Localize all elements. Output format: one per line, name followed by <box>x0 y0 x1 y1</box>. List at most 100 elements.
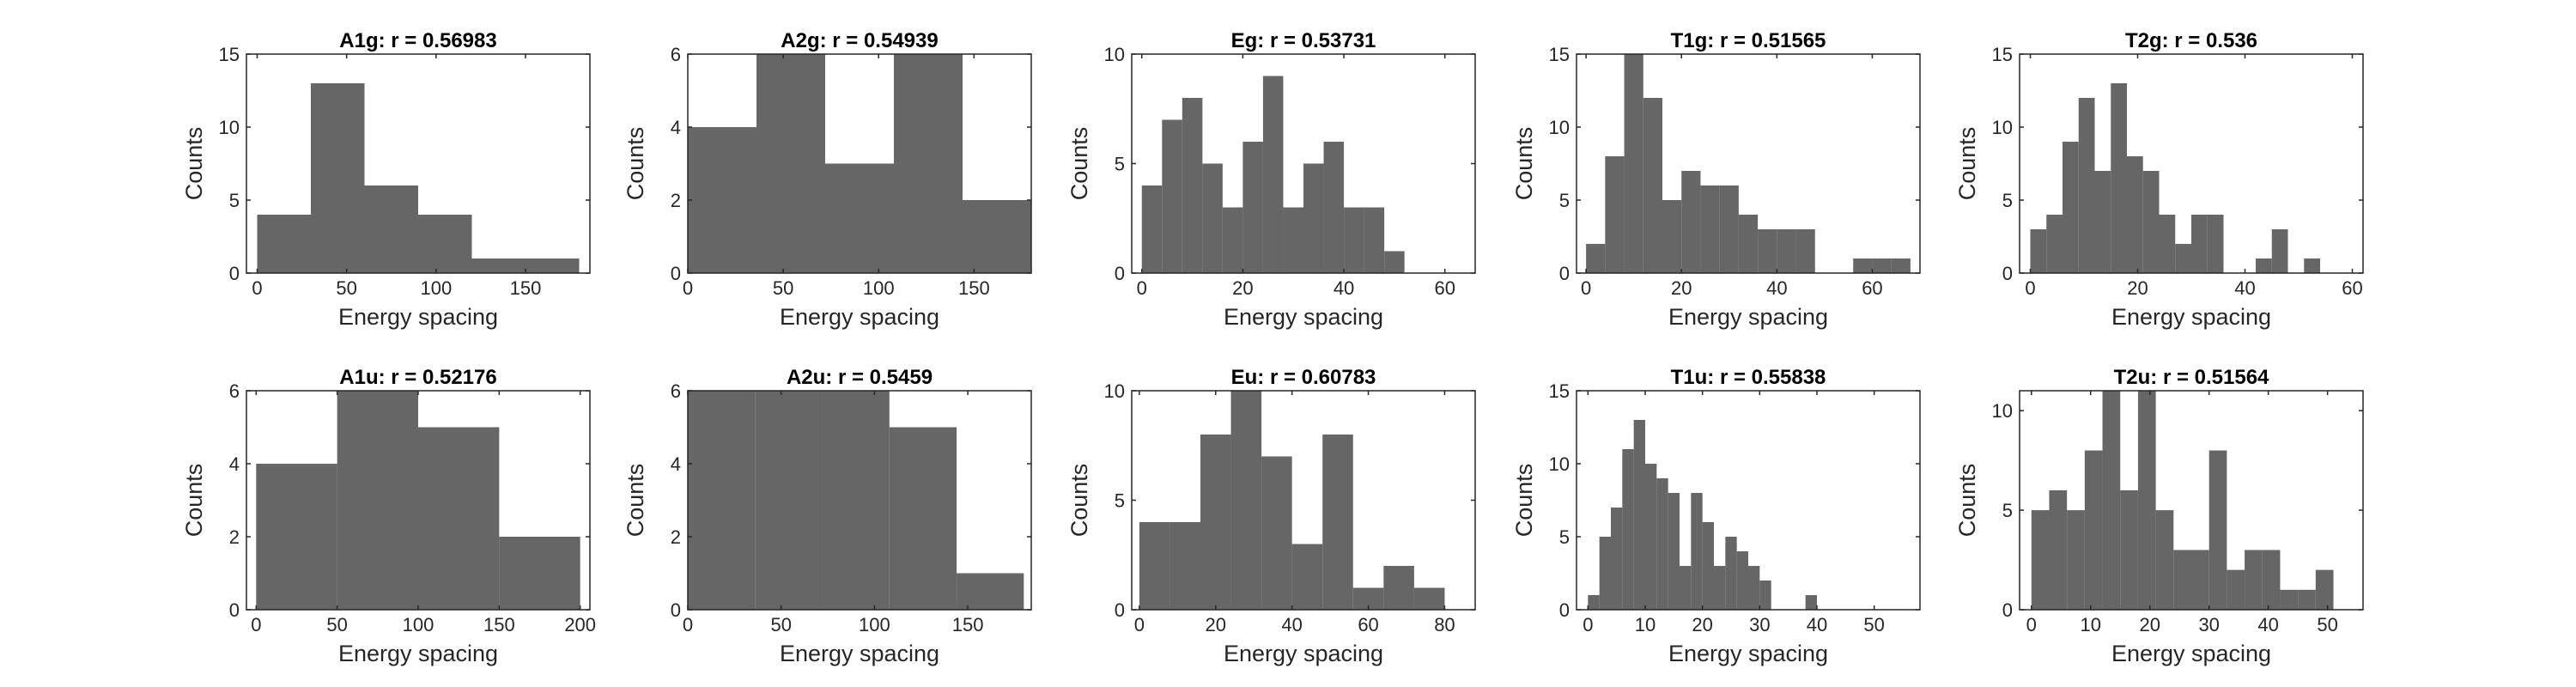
chart-6-xtick-label: 50 <box>326 614 347 635</box>
chart-10-xtick-label: 50 <box>2317 614 2337 635</box>
chart-5-ytick-label: 0 <box>2002 263 2013 284</box>
chart-9-bar-12 <box>1714 566 1726 610</box>
chart-5-ytick-label: 15 <box>1992 44 2013 65</box>
chart-5-bar-9 <box>2159 215 2176 273</box>
chart-4-title: T1g: r = 0.51565 <box>1671 29 1826 52</box>
chart-7-bar-5 <box>957 573 1024 610</box>
chart-6-xtick-label: 100 <box>403 614 434 635</box>
chart-7-axes-frame <box>687 390 1032 611</box>
chart-6-panel: 0 50 100 150 200 0 2 4 6 A1u: r = 0.52176 Energy s… <box>181 366 596 666</box>
chart-6-xlabel: Energy spacing <box>338 641 498 666</box>
chart-2-ytick-label: 6 <box>671 44 681 65</box>
chart-5-xtick-label: 40 <box>2234 277 2255 299</box>
chart-3-ytick-label: 5 <box>1115 154 1125 175</box>
chart-6-bar-4 <box>499 537 580 610</box>
chart-2-bar-2 <box>756 54 825 273</box>
chart-2-xtick-label: 100 <box>863 277 895 299</box>
chart-7-title: A2u: r = 0.5459 <box>787 366 933 389</box>
chart-8-ylabel: Counts <box>1066 464 1092 538</box>
chart-1-ytick-label: 5 <box>229 190 240 211</box>
chart-1-bar-3 <box>364 185 418 273</box>
chart-8-bar-2 <box>1170 522 1200 610</box>
chart-4-bar-3 <box>1624 54 1643 273</box>
chart-9-bar-10 <box>1691 493 1703 610</box>
chart-5-bar-2 <box>2046 215 2063 273</box>
chart-1-xtick-label: 100 <box>420 277 452 299</box>
chart-3-ylabel: Counts <box>1066 127 1092 201</box>
chart-10-bar-3 <box>2067 510 2085 610</box>
chart-9-bar-7 <box>1656 478 1668 610</box>
chart-10-xtick-label: 0 <box>2026 614 2037 635</box>
chart-1-xlabel: Energy spacing <box>338 304 498 330</box>
chart-4-bar-8 <box>1719 185 1739 273</box>
chart-5-bar-7 <box>2127 156 2143 273</box>
chart-1-xtick-label: 0 <box>252 277 262 299</box>
chart-4-bar-17 <box>1891 258 1911 273</box>
chart-7-ytick-label: 4 <box>671 453 681 475</box>
chart-5-ytick-label: 5 <box>2002 190 2013 211</box>
chart-4-xlabel: Energy spacing <box>1668 304 1828 330</box>
chart-6-ytick-label: 0 <box>229 599 240 621</box>
chart-3-xtick-label: 0 <box>1137 277 1147 299</box>
chart-2-ytick-label: 4 <box>671 117 681 138</box>
chart-3-bar-8 <box>1283 207 1303 273</box>
chart-3-bar-6 <box>1242 142 1263 273</box>
chart-4-ytick-label: 5 <box>1559 190 1570 211</box>
chart-5-bar-8 <box>2142 171 2160 273</box>
chart-5-bar-10 <box>2175 244 2191 273</box>
chart-9-title: T1u: r = 0.55838 <box>1671 366 1826 389</box>
chart-5-xtick-label: 60 <box>2342 277 2362 299</box>
chart-4-bar-6 <box>1681 171 1701 273</box>
chart-3-bar-10 <box>1323 142 1345 273</box>
chart-2-ylabel: Counts <box>623 127 648 201</box>
chart-4-bar-15 <box>1853 258 1873 273</box>
chart-10-bar-17 <box>2315 569 2334 610</box>
chart-9-bar-20 <box>1805 595 1817 610</box>
chart-5-bar-5 <box>2094 171 2111 273</box>
chart-10-bar-16 <box>2298 589 2316 610</box>
chart-2-xtick-label: 0 <box>683 277 693 299</box>
chart-2-title: A2g: r = 0.54939 <box>781 29 938 52</box>
chart-8-xlabel: Energy spacing <box>1224 641 1383 666</box>
chart-3-xlabel: Energy spacing <box>1224 304 1383 330</box>
chart-4-xtick-label: 0 <box>1581 277 1591 299</box>
chart-5-bar-6 <box>2111 83 2127 273</box>
chart-10-ylabel: Counts <box>1954 464 1980 538</box>
chart-3-ytick-label: 10 <box>1104 44 1125 65</box>
chart-9-bar-8 <box>1668 493 1680 610</box>
chart-10-bar-13 <box>2245 550 2263 610</box>
chart-2-ytick-label: 0 <box>671 263 681 284</box>
chart-5-bar-11 <box>2191 215 2208 273</box>
chart-5-bar-15 <box>2256 258 2272 273</box>
chart-6-ytick-label: 4 <box>229 453 240 475</box>
chart-9-xtick-label: 10 <box>1635 614 1656 635</box>
chart-4-bar-7 <box>1700 185 1720 273</box>
chart-9-bar-6 <box>1645 464 1657 610</box>
chart-5-panel: 0 20 40 60 0 5 10 15 T2g: r = 0.536 Energy spacin… <box>1954 29 2364 330</box>
chart-10-xtick-label: 20 <box>2139 614 2160 635</box>
chart-7-bar-4 <box>889 427 957 610</box>
chart-7-ytick-label: 0 <box>671 599 681 621</box>
chart-3-panel: 0 20 40 60 0 5 10 Eg: r = 0.53731 Energy spacing… <box>1066 29 1476 330</box>
chart-8-ytick-label: 10 <box>1104 380 1125 402</box>
chart-7-xtick-label: 100 <box>859 614 890 635</box>
chart-9-bar-11 <box>1702 522 1714 610</box>
chart-8-ytick-label: 0 <box>1115 599 1125 621</box>
chart-1-bar-4 <box>418 215 472 273</box>
chart-1-bar-1 <box>257 215 311 273</box>
chart-5-xtick-label: 0 <box>2025 277 2035 299</box>
chart-7-ytick-label: 2 <box>671 526 681 548</box>
chart-10-bar-9 <box>2173 550 2191 610</box>
chart-6-xtick-label: 200 <box>564 614 596 635</box>
chart-10-bar-4 <box>2084 450 2103 610</box>
chart-8-bar-6 <box>1291 544 1323 610</box>
chart-10-panel: 0 10 20 30 40 50 0 5 10 T2u: r = 0.51564 Energy sp… <box>1954 366 2364 666</box>
chart-6-ytick-label: 2 <box>229 526 240 548</box>
chart-3-xtick-label: 60 <box>1434 277 1455 299</box>
chart-9-bar-1 <box>1588 595 1600 610</box>
chart-4-bar-1 <box>1586 244 1606 273</box>
chart-9-xlabel: Energy spacing <box>1668 641 1828 666</box>
chart-4-bar-9 <box>1738 215 1759 273</box>
chart-10-title: T2u: r = 0.51564 <box>2114 366 2269 389</box>
